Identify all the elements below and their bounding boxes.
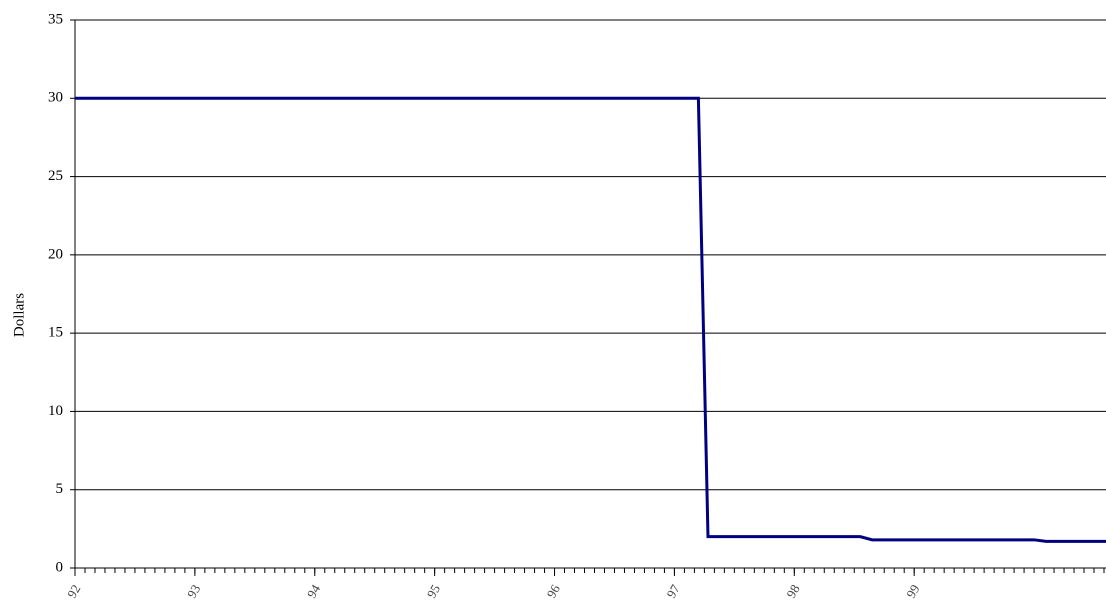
y-tick-label: 0 xyxy=(56,559,64,575)
data-line xyxy=(75,96,1106,543)
y-axis-title: Dollars xyxy=(11,293,27,337)
y-tick-label: 20 xyxy=(48,246,63,262)
x-tick-label: 92 xyxy=(64,582,83,601)
y-tick-label: 10 xyxy=(48,403,63,419)
x-tick-label: 95 xyxy=(424,582,443,601)
y-tick-label: 30 xyxy=(48,90,63,106)
y-tick-label: 15 xyxy=(48,325,63,341)
x-tick-label: 99 xyxy=(903,582,922,601)
x-tick-label: 93 xyxy=(184,582,203,601)
x-tick-label: 97 xyxy=(663,581,683,600)
y-tick-label: 35 xyxy=(48,11,63,27)
x-tick-label: 94 xyxy=(304,581,324,600)
y-tick-label: 5 xyxy=(56,481,64,497)
x-tick-label: 98 xyxy=(783,582,802,601)
x-tick-label: 96 xyxy=(543,581,563,600)
y-tick-label: 25 xyxy=(48,168,63,184)
